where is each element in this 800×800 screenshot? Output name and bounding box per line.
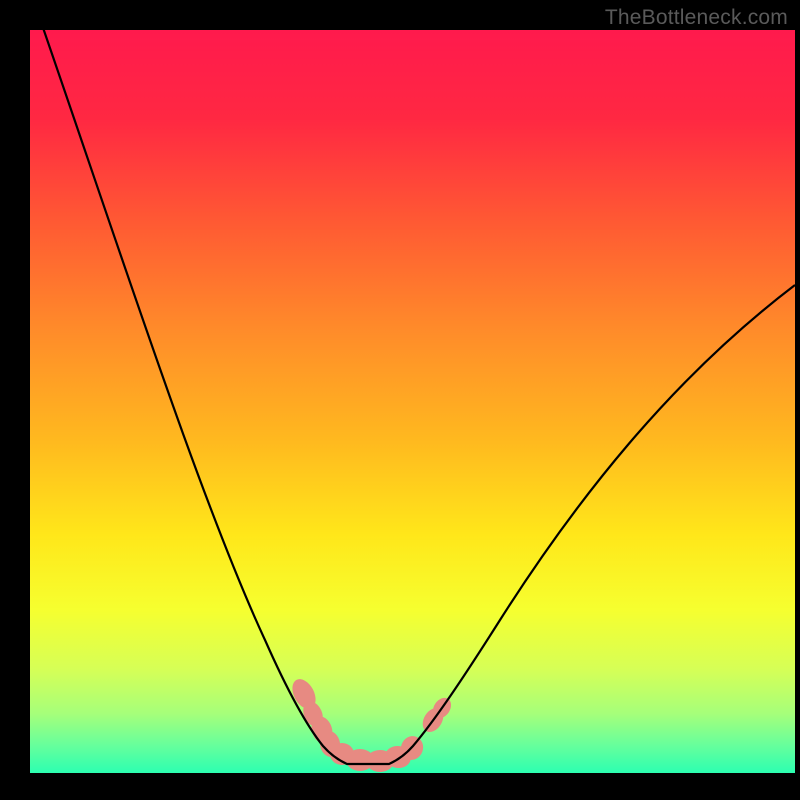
watermark-text: TheBottleneck.com [605,6,788,30]
figure-root: TheBottleneck.com [0,0,800,800]
curve-layer [30,30,795,773]
bottleneck-curve [30,30,795,764]
plot-area [30,30,795,773]
